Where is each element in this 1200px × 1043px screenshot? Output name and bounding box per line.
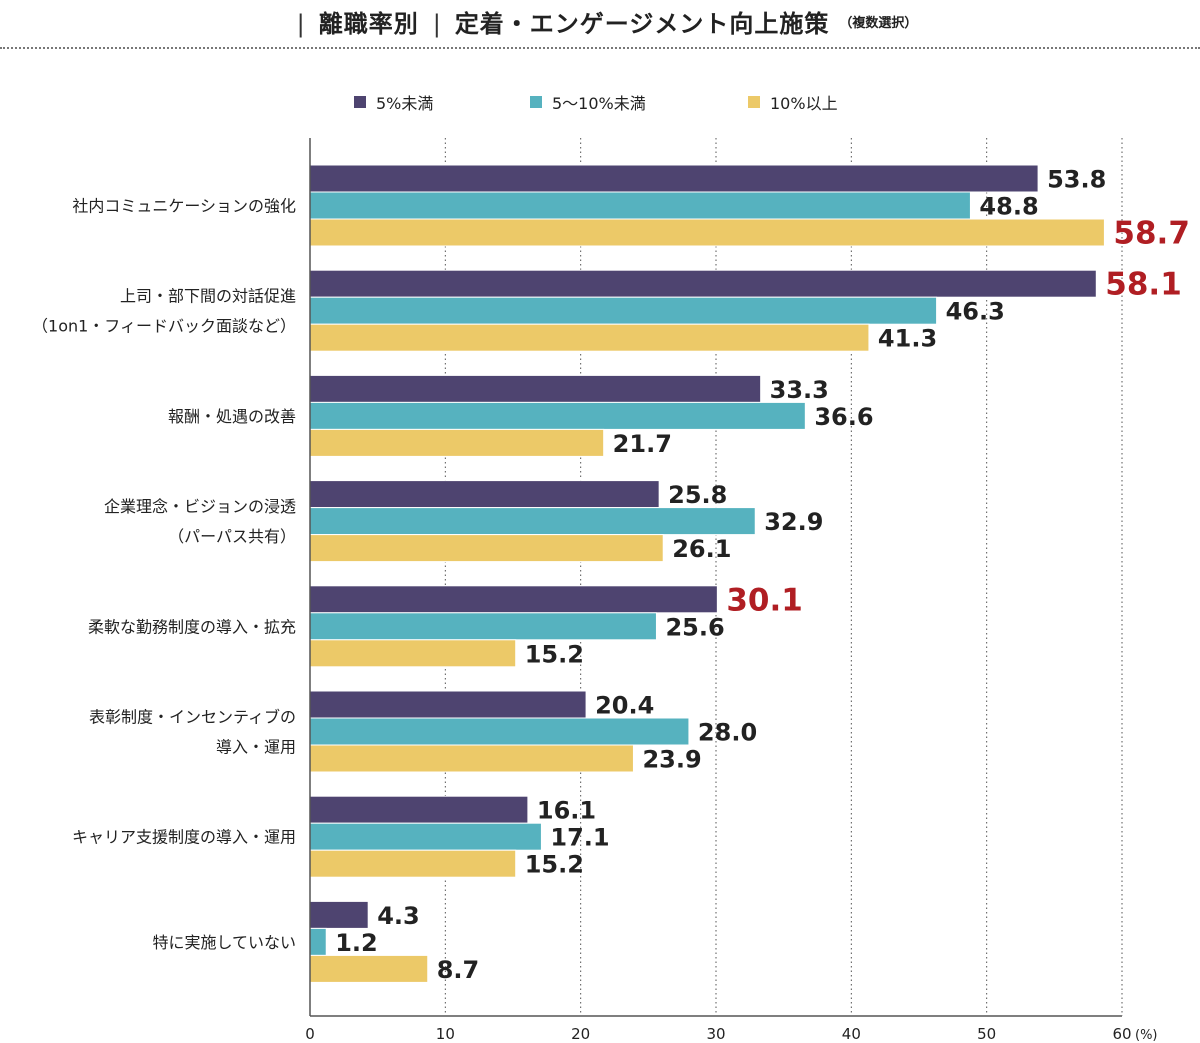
category-label-2-2: （1on1・フィードバック面談など） xyxy=(32,317,296,336)
value-label-2-5: 25.6 xyxy=(665,613,724,641)
tick-label-0: 0 xyxy=(305,1025,315,1043)
value-label-2-2: 46.3 xyxy=(946,298,1005,326)
value-label-1-7: 16.1 xyxy=(537,797,596,825)
tick-label-20: 20 xyxy=(571,1025,590,1043)
category-label-6-1: 表彰制度・インセンティブの xyxy=(89,708,296,727)
bar-1-8 xyxy=(309,900,369,929)
value-label-2-4: 32.9 xyxy=(764,508,823,536)
value-label-1-5: 30.1 xyxy=(726,582,803,618)
bar-3-3 xyxy=(309,428,605,457)
bar-3-8 xyxy=(309,954,429,983)
chart-title: | 離職率別 | 定着・エンゲージメント向上施策 （複数選択） xyxy=(0,4,1200,39)
category-label-8-1: 特に実施していない xyxy=(152,933,296,952)
legend-item-2: 5〜10%未満 xyxy=(530,92,646,113)
bar-3-4 xyxy=(309,534,664,563)
category-label-4-1: 企業理念・ビジョンの浸透 xyxy=(104,497,296,516)
bar-2-7 xyxy=(309,822,542,851)
bar-3-1 xyxy=(309,218,1105,247)
title-left-bar: | xyxy=(296,10,305,38)
value-label-3-5: 15.2 xyxy=(525,640,584,668)
bar-2-1 xyxy=(309,191,971,220)
category-label-4-2: （パーパス共有） xyxy=(168,527,296,546)
title-divider xyxy=(0,47,1200,49)
tick-label-60: 60 xyxy=(1112,1025,1131,1043)
value-label-2-6: 28.0 xyxy=(698,719,757,747)
value-label-3-7: 15.2 xyxy=(525,851,584,879)
value-label-3-6: 23.9 xyxy=(642,746,701,774)
bar-3-5 xyxy=(309,639,517,668)
axis-unit-label: (%) xyxy=(1135,1028,1158,1043)
bar-1-4 xyxy=(309,480,660,509)
bar-3-6 xyxy=(309,744,634,773)
legend-swatch-1 xyxy=(354,96,366,108)
bar-2-4 xyxy=(309,507,756,536)
value-label-3-4: 26.1 xyxy=(672,535,731,563)
value-label-1-4: 25.8 xyxy=(668,481,727,509)
value-label-1-1: 53.8 xyxy=(1047,166,1106,194)
value-label-3-3: 21.7 xyxy=(613,430,672,458)
bar-3-2 xyxy=(309,323,870,352)
tick-label-30: 30 xyxy=(706,1025,725,1043)
legend-item-1: 5%未満 xyxy=(354,92,434,113)
legend-label-2: 5〜10%未満 xyxy=(552,94,646,113)
bar-2-8 xyxy=(309,927,327,956)
value-label-3-2: 41.3 xyxy=(878,325,937,353)
bar-1-7 xyxy=(309,795,529,824)
bar-1-3 xyxy=(309,374,762,403)
category-label-2-1: 上司・部下間の対話促進 xyxy=(120,287,296,306)
category-label-7-1: キャリア支援制度の導入・運用 xyxy=(72,828,296,847)
value-label-2-3: 36.6 xyxy=(814,403,873,431)
value-label-2-8: 1.2 xyxy=(335,929,378,957)
tick-label-40: 40 xyxy=(842,1025,861,1043)
title-note: （複数選択） xyxy=(839,16,918,31)
bar-2-3 xyxy=(309,401,806,430)
value-label-3-1: 58.7 xyxy=(1113,216,1190,252)
value-label-2-7: 17.1 xyxy=(550,824,609,852)
bar-1-1 xyxy=(309,164,1039,193)
legend-swatch-2 xyxy=(530,96,542,108)
tick-label-10: 10 xyxy=(436,1025,455,1043)
value-label-1-2: 58.1 xyxy=(1105,267,1182,303)
legend-label-3: 10%以上 xyxy=(770,94,838,113)
bar-2-6 xyxy=(309,717,690,746)
bar-2-2 xyxy=(309,296,938,325)
tick-label-50: 50 xyxy=(977,1025,996,1043)
value-label-1-6: 20.4 xyxy=(595,692,654,720)
bar-2-5 xyxy=(309,612,657,641)
category-label-1-1: 社内コミュニケーションの強化 xyxy=(72,197,296,216)
bar-1-5 xyxy=(309,585,718,614)
value-label-1-8: 4.3 xyxy=(377,902,420,930)
title-text: 定着・エンゲージメント向上施策 xyxy=(454,10,830,38)
category-label-6-2: 導入・運用 xyxy=(216,738,296,757)
category-label-5-1: 柔軟な勤務制度の導入・拡充 xyxy=(88,617,296,636)
value-label-3-8: 8.7 xyxy=(437,956,480,984)
legend-item-3: 10%以上 xyxy=(748,92,838,113)
category-label-3-1: 報酬・処遇の改善 xyxy=(168,407,296,426)
legend-label-1: 5%未満 xyxy=(376,94,434,113)
value-label-2-1: 48.8 xyxy=(979,193,1038,221)
legend-swatch-3 xyxy=(748,96,760,108)
bar-3-7 xyxy=(309,849,517,878)
bar-1-2 xyxy=(309,269,1097,298)
bar-1-6 xyxy=(309,690,587,719)
value-label-1-3: 33.3 xyxy=(770,376,829,404)
title-mid-bar: | xyxy=(432,10,441,38)
title-segment: 離職率別 xyxy=(318,10,419,38)
